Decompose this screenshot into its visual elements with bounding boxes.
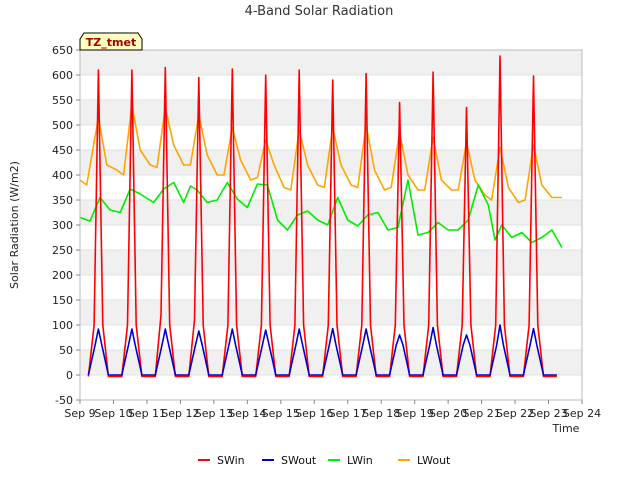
y-tick-label: 350 (52, 194, 73, 207)
x-tick-label: Sep 15 (262, 407, 300, 420)
x-axis-label: Time (552, 422, 580, 435)
series-line-swout (87, 324, 557, 376)
y-tick-label: 200 (52, 269, 73, 282)
tag-label: TZ_tmet (86, 36, 136, 49)
legend-label-swin: SWin (217, 454, 245, 467)
legend: SWin SWout LWin LWout (198, 454, 451, 467)
series-layer (79, 55, 563, 378)
y-tick-label: 650 (52, 44, 73, 57)
series-line-swin (87, 55, 557, 378)
plot-band (80, 350, 582, 375)
plot-band (80, 275, 582, 300)
y-tick-label: 100 (52, 319, 73, 332)
y-axis-label: Solar Radiation (W/m2) (8, 161, 21, 289)
legend-label-swout: SWout (281, 454, 317, 467)
x-tick-label: Sep 9 (64, 407, 95, 420)
plot-band (80, 75, 582, 100)
y-tick-label: 250 (52, 244, 73, 257)
plot-band (80, 375, 582, 400)
x-tick-label: Sep 13 (195, 407, 233, 420)
series-line-lwin (79, 179, 563, 248)
y-tick-label: 600 (52, 69, 73, 82)
x-tick-label: Sep 18 (362, 407, 400, 420)
plot-band (80, 100, 582, 125)
x-tick-label: Sep 20 (429, 407, 467, 420)
y-tick-label: -50 (55, 394, 73, 407)
x-tick-label: Sep 12 (161, 407, 199, 420)
x-tick-label: Sep 14 (228, 407, 266, 420)
legend-label-lwin: LWin (347, 454, 373, 467)
x-tick-label: Sep 17 (329, 407, 367, 420)
plot-band (80, 225, 582, 250)
x-tick-label: Sep 22 (496, 407, 534, 420)
x-tick-label: Sep 10 (94, 407, 132, 420)
y-tick-label: 400 (52, 169, 73, 182)
y-axis: -50 0 50 100 150 200 250 300 350 400 450 500 550 600 6… (52, 44, 80, 407)
y-tick-label: 50 (59, 344, 73, 357)
plot-band (80, 250, 582, 275)
x-tick-label: Sep 24 (563, 407, 601, 420)
x-tick-label: Sep 11 (128, 407, 166, 420)
y-tick-label: 300 (52, 219, 73, 232)
x-tick-label: Sep 19 (396, 407, 434, 420)
y-tick-label: 150 (52, 294, 73, 307)
plot-band (80, 50, 582, 75)
tag-badge: TZ_tmet (79, 32, 143, 51)
chart-title: 4-Band Solar Radiation (245, 4, 394, 19)
plot-band (80, 300, 582, 325)
y-tick-label: 550 (52, 94, 73, 107)
y-tick-label: 500 (52, 119, 73, 132)
x-tick-label: Sep 23 (529, 407, 567, 420)
y-tick-label: 450 (52, 144, 73, 157)
x-tick-label: Sep 16 (295, 407, 333, 420)
legend-label-lwout: LWout (417, 454, 451, 467)
y-tick-label: 0 (66, 369, 73, 382)
x-tick-label: Sep 21 (462, 407, 500, 420)
